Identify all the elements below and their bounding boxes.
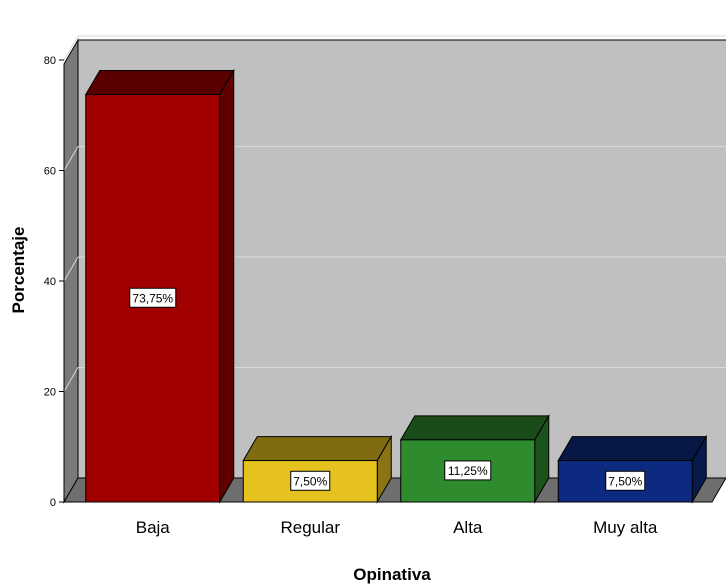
side-wall <box>63 38 79 504</box>
data-label-box <box>444 460 492 481</box>
x-tick-label: Muy alta <box>593 518 658 537</box>
bar-top <box>84 70 235 96</box>
bar-muy-alta: 7,50% <box>557 434 708 504</box>
x-tick-label: Regular <box>280 518 340 537</box>
data-label-box <box>290 470 331 491</box>
x-axis-title: Opinativa <box>353 565 431 584</box>
gridline-side <box>63 146 79 171</box>
y-tick-label: 80 <box>44 55 56 67</box>
bar-top <box>399 415 550 441</box>
data-label: 7,50% <box>608 474 642 488</box>
y-axis-title: Porcentaje <box>9 227 28 314</box>
gridline-side <box>63 256 79 282</box>
y-tick-label: 60 <box>44 166 56 178</box>
bars: 73,75% 7,50% 11,25% 7,50% <box>84 68 708 504</box>
bar-top <box>242 436 393 462</box>
x-axis: Baja Regular Alta Muy alta <box>64 501 712 537</box>
data-label: 73,75% <box>132 291 173 305</box>
bar-top <box>557 436 708 462</box>
bar-front <box>400 439 536 503</box>
gridline-side <box>63 367 79 392</box>
y-axis: 0 20 40 60 80 <box>44 55 65 509</box>
data-label-box <box>605 470 646 491</box>
bar-baja: 73,75% <box>84 68 235 504</box>
y-tick-label: 40 <box>44 276 56 288</box>
bar-regular: 7,50% <box>242 434 393 504</box>
x-tick-label: Baja <box>136 518 171 537</box>
data-label-box <box>129 287 177 308</box>
x-tick-label: Alta <box>453 518 483 537</box>
bar-alta: 11,25% <box>399 413 550 504</box>
gridline-side <box>63 35 79 61</box>
y-tick-label: 0 <box>50 497 56 509</box>
data-label: 7,50% <box>293 474 327 488</box>
data-label: 11,25% <box>448 464 488 478</box>
y-tick-label: 20 <box>44 387 56 399</box>
bar-side <box>219 68 235 504</box>
